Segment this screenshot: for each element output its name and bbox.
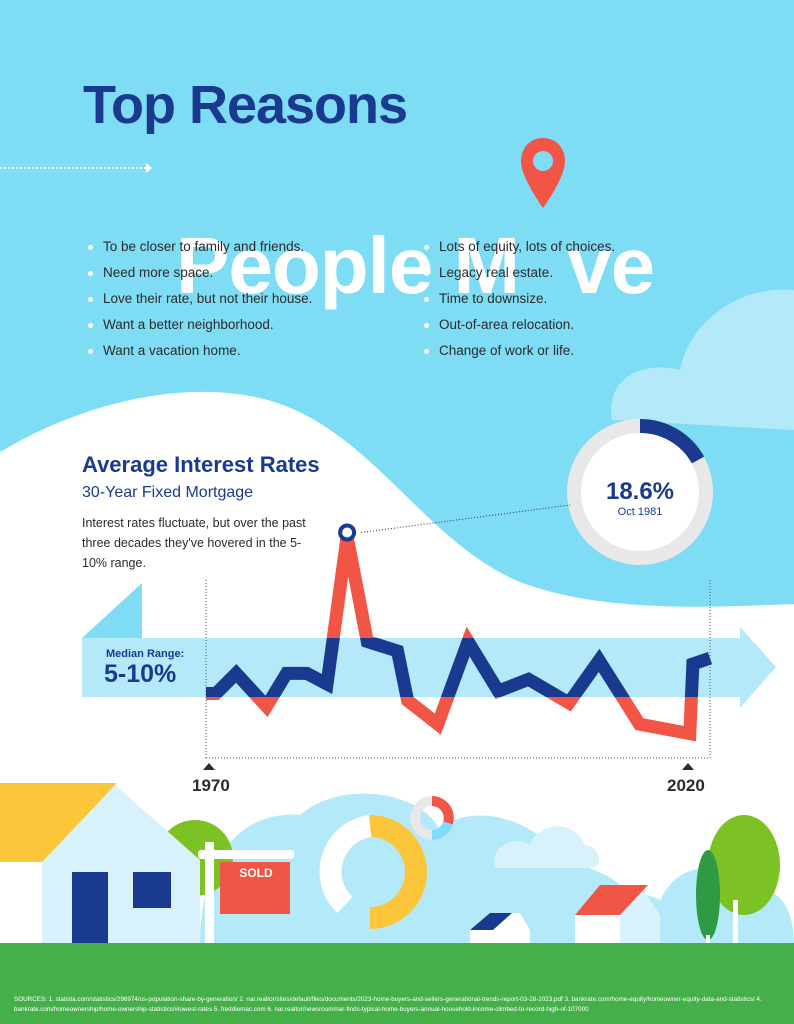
reason-item: Love their rate, but not their house. [88,286,312,312]
peak-marker [338,523,357,542]
reasons-left-list: To be closer to family and friends. Need… [88,234,312,364]
title-part: People M [176,221,520,310]
reason-item: Need more space. [88,260,312,286]
median-range-band [82,627,776,708]
rate-line-inside-band [206,638,713,697]
start-marker [203,763,215,770]
reason-item: Want a vacation home. [88,338,312,364]
house-wall [0,862,42,943]
rates-description: Interest rates fluctuate, but over the p… [82,516,306,570]
reason-item: Time to downsize. [424,286,615,312]
median-label: Median Range: [106,648,185,660]
reason-item: Want a better neighborhood. [88,312,312,338]
median-value: 5-10% [104,660,177,688]
reasons-right-list: Lots of equity, lots of choices. Legacy … [424,234,615,364]
end-year: 2020 [667,776,705,795]
peak-date: Oct 1981 [617,506,663,518]
map-pin-icon [519,128,567,208]
sign-post [205,842,214,943]
band-flag [82,583,142,638]
ground [0,943,794,1024]
house-roof [0,783,117,862]
end-marker [682,763,694,770]
sources: SOURCES: 1. statista.com/statistics/2969… [14,996,762,1013]
reason-item: Out-of-area relocation. [424,312,615,338]
title-top-reasons: Top Reasons [83,75,408,135]
start-year: 1970 [192,776,230,795]
sold-sign [220,862,290,914]
rates-subtitle: 30-Year Fixed Mortgage [82,484,254,501]
cloud [494,826,600,868]
title-part: ve [567,221,655,310]
donut-chart-icon [369,815,427,929]
title-people-move: People M ve [176,128,655,312]
peak-donut-arc [639,418,705,464]
reason-item: To be closer to family and friends. [88,234,312,260]
sold-label: SOLD [239,866,273,880]
tree [708,815,780,915]
reason-item: Lots of equity, lots of choices. [424,234,615,260]
peak-value: 18.6% [605,478,675,505]
house-door [72,872,108,943]
reason-item: Change of work or life. [424,338,615,364]
house-window [133,872,171,908]
tree [696,850,720,940]
rates-title: Average Interest Rates [82,452,320,477]
reason-item: Legacy real estate. [424,260,615,286]
cloud-shape [611,289,794,430]
